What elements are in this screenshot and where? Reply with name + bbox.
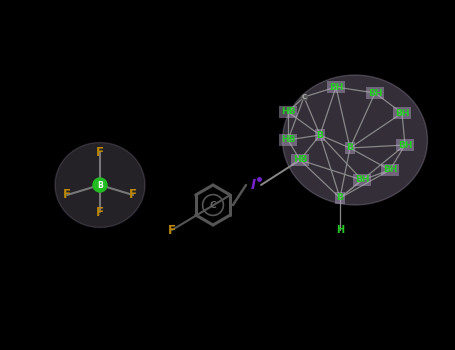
Text: F: F [168,224,176,237]
Text: B: B [97,181,103,189]
Text: B: B [347,144,354,153]
Text: C: C [210,201,216,210]
Text: BH: BH [329,83,343,91]
Text: B: B [317,131,324,140]
Circle shape [93,178,107,192]
Text: I: I [250,178,256,192]
Text: F: F [96,146,104,159]
Text: C: C [301,94,307,100]
Text: H: H [336,225,344,235]
Text: HB: HB [293,155,307,164]
Ellipse shape [55,142,145,228]
Text: F: F [96,205,104,218]
Text: F: F [63,189,71,202]
Text: F: F [129,189,137,202]
Text: BH: BH [368,89,382,98]
Text: BH: BH [383,166,397,175]
Text: B: B [337,194,344,203]
Text: HB: HB [281,107,295,117]
Ellipse shape [283,75,428,205]
Text: HB: HB [281,135,295,145]
Text: BH: BH [355,175,369,184]
Text: BH: BH [398,140,412,149]
Text: BH: BH [395,108,409,118]
